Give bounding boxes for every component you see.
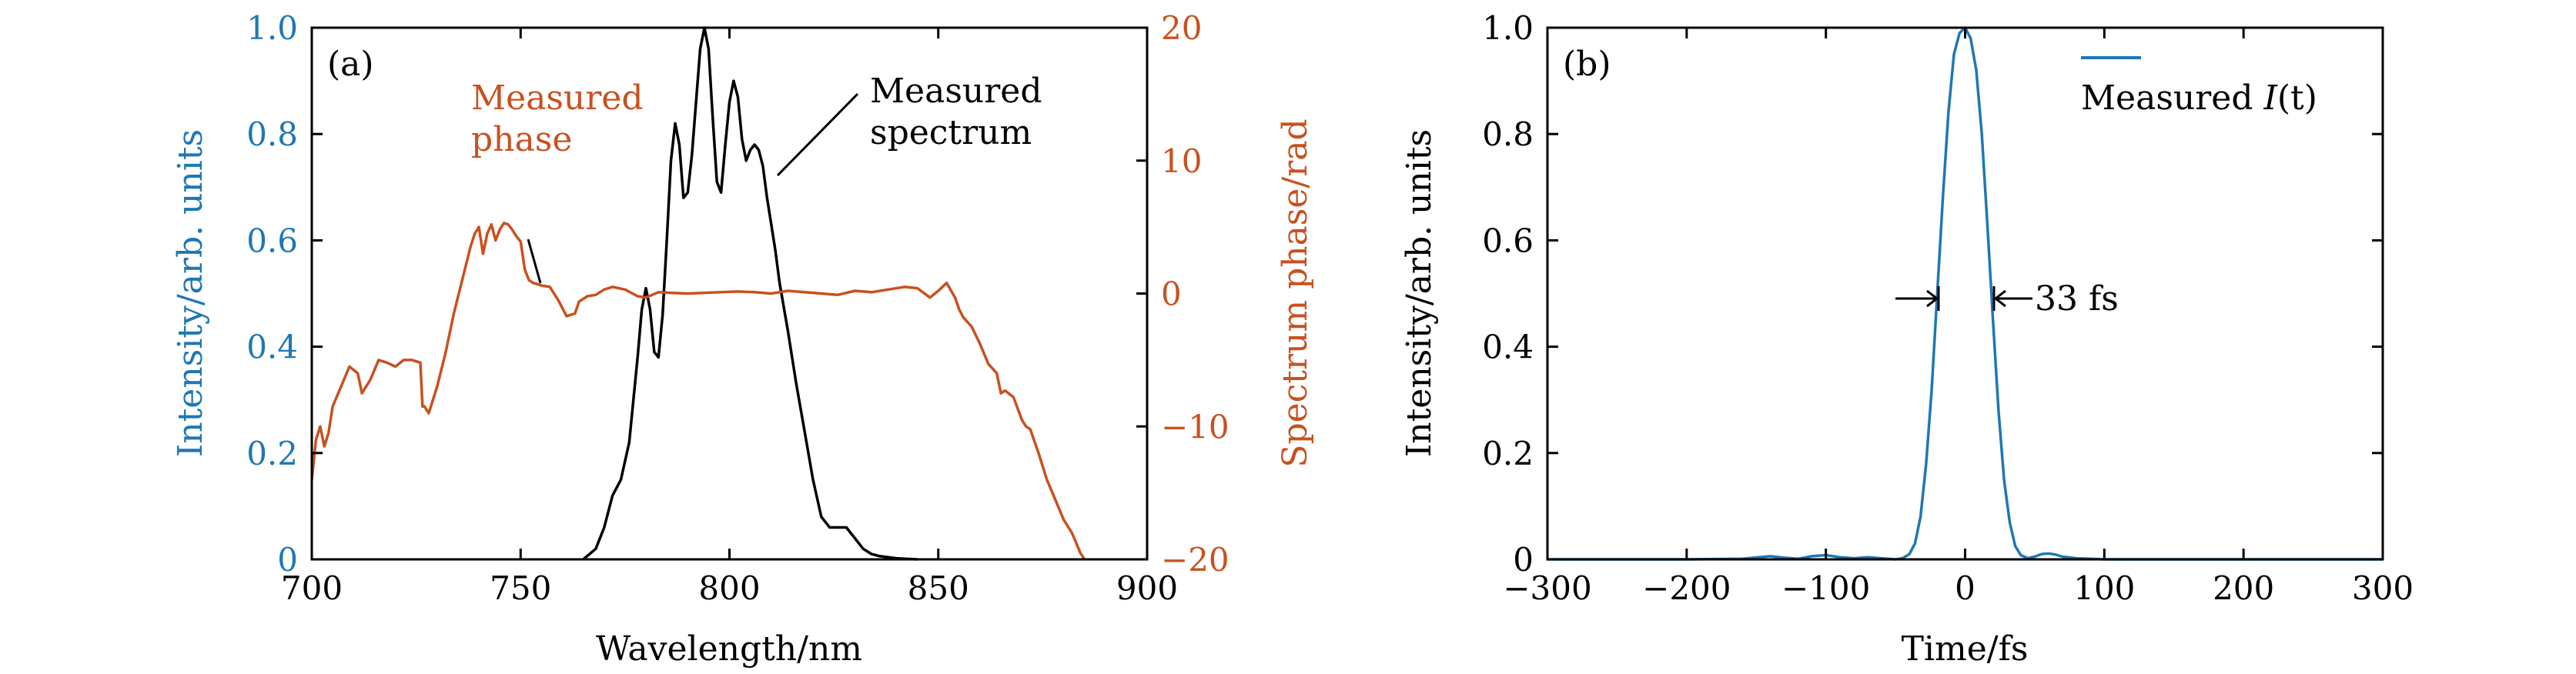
fwhm-left-arrow [1895,286,1940,311]
panel-a-curves [310,26,1086,561]
panel-b-x-ticks: −300 −200 −100 0 100 200 300 [1503,28,2414,607]
panel-a-left-y-ticks: 0 0.2 0.4 0.6 0.8 1.0 [246,9,323,579]
panel-b-temporal-intensity: −300 −200 −100 0 100 200 300 00.20.40.60.81.0 … [1400,9,2414,669]
panel-a-x-axis-title: Wavelength/nm [596,629,862,669]
panel-b-y-ticks: 0 0.2 0.4 0.6 0.8 1.0 [1482,9,2383,579]
b-y-tick-label: 0.4 [1482,329,1534,366]
b-x-tick-label: −200 [1642,569,1731,607]
a-y2-tick-label: 0 [1161,275,1182,313]
b-x-tick-label: 0 [1955,569,1975,607]
b-y-tick-label: 0.6 [1482,222,1534,259]
panel-a-spectrum-phase: 700 750 800 850 900 0 0.2 0.4 0.6 0.8 1.0 −20 −10 0… [171,9,1315,669]
panel-a-right-y-ticks: −20 −10 0 10 20 [1136,9,1229,579]
measured-phase-line [310,222,1086,560]
panel-b-y-axis-title: Intensity/arb. units [1400,129,1439,457]
a-x-tick-label: 900 [1116,569,1178,607]
a-y-tick-label: 0.4 [246,329,298,366]
b-y-tick-label: 0.8 [1482,115,1534,153]
panel-a-left-y-axis-title: Intensity/arb. units [171,129,210,457]
panel-a-label: (a) [327,45,374,84]
panel-b-label: (b) [1563,45,1611,84]
panel-a-right-y-axis-title: Spectrum phase/rad [1276,118,1315,467]
b-x-tick-label: 300 [2352,569,2414,607]
a-y-tick-label: 0.8 [246,115,298,153]
measured-intensity-line [1547,26,2383,561]
a-x-tick-label: 850 [908,569,969,607]
panel-b-x-axis-title: Time/fs [1902,629,2029,669]
b-x-tick-label: −300 [1503,569,1591,607]
a-y2-tick-label: 10 [1161,142,1202,180]
a-y-tick-label: 0.6 [246,222,298,259]
phase-annotation-line1: Measured [471,78,643,118]
a-x-tick-label: 800 [698,569,760,607]
phase-annotation-pointer [527,239,542,284]
b-y-tick-label: 0 [1513,541,1534,579]
spectrum-annotation-pointer [776,92,859,177]
b-x-tick-label: 100 [2073,569,2135,607]
a-y2-tick-label: −10 [1161,408,1229,445]
b-x-tick-label: 200 [2213,569,2274,607]
a-y-tick-label: 0 [277,541,298,579]
measured-spectrum-line [582,26,918,561]
a-y2-tick-label: 20 [1161,9,1202,47]
spectrum-annotation-line1: Measured [870,72,1042,111]
b-x-tick-label: −100 [1781,569,1870,607]
a-y-tick-label: 0.2 [246,435,298,472]
legend-label: Measured I(t) [2081,78,2317,118]
panel-a-x-ticks: 700 750 800 850 900 [281,28,1178,607]
a-y2-tick-label: −20 [1161,541,1229,579]
fwhm-annotation: 33 fs [2035,279,2119,319]
fwhm-right-arrow [1992,286,2032,311]
a-x-tick-label: 750 [490,569,551,607]
panel-b-curves [1547,26,2383,561]
a-x-tick-label: 700 [281,569,343,607]
b-y-tick-label: 1.0 [1482,9,1534,47]
spectrum-annotation-line2: spectrum [870,113,1032,152]
b-y-tick-label: 0.2 [1482,435,1534,472]
phase-annotation-line2: phase [471,120,572,159]
a-y-tick-label: 1.0 [246,9,298,47]
